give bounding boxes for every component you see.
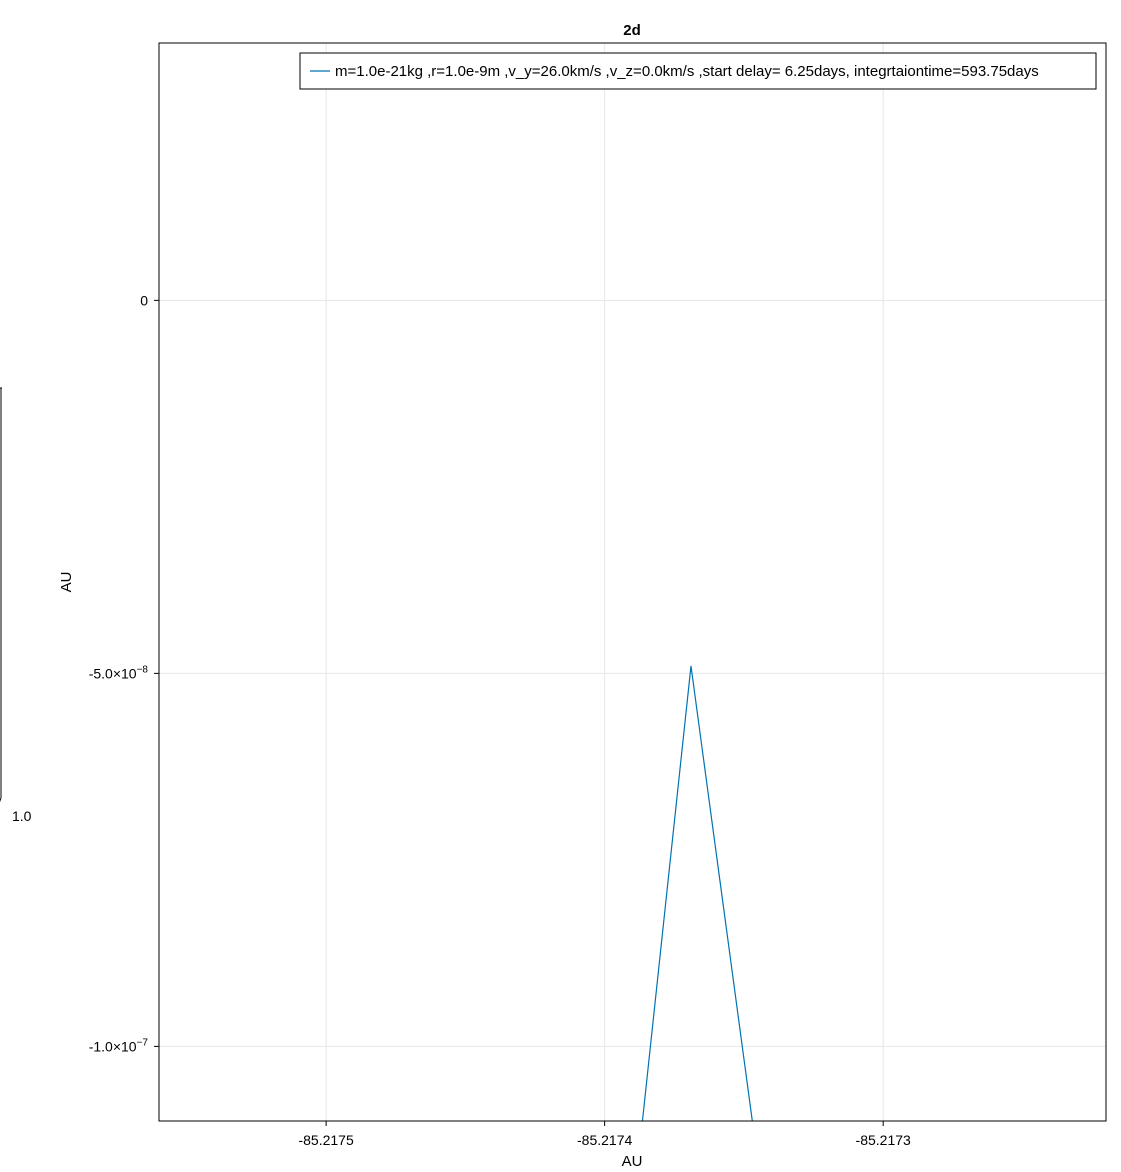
grid (159, 43, 1106, 1121)
y-tick-labels: 0 -5.0×10−8 -1.0×10−7 (89, 292, 159, 1054)
x-axis-label: AU (622, 1153, 643, 1170)
plot-frame (158, 42, 1107, 1122)
y-tick-label: -5.0×10−8 (89, 664, 149, 681)
x-tick-labels: -85.2175 -85.2174 -85.2173 (298, 1121, 911, 1148)
y-tick-label: -1.0×10−7 (89, 1037, 149, 1054)
series-line (641, 665, 753, 1121)
legend-box (299, 52, 1097, 90)
legend: m=1.0e-21kg ,r=1.0e-9m ,v_y=26.0km/s ,v_… (299, 52, 1097, 90)
y-tick-label: 0 (140, 292, 148, 308)
legend-entry: m=1.0e-21kg ,r=1.0e-9m ,v_y=26.0km/s ,v_… (335, 63, 1039, 80)
chart-title: 2d (623, 22, 641, 39)
stray-colorbar-fragment: 1.0 (0, 387, 32, 824)
x-tick-label: -85.2174 (577, 1132, 632, 1148)
x-tick-label: -85.2175 (298, 1132, 353, 1148)
x-tick-label: -85.2173 (856, 1132, 911, 1148)
stray-label: 1.0 (12, 808, 32, 824)
y-axis-label: AU (58, 572, 75, 593)
series-group (641, 665, 753, 1121)
